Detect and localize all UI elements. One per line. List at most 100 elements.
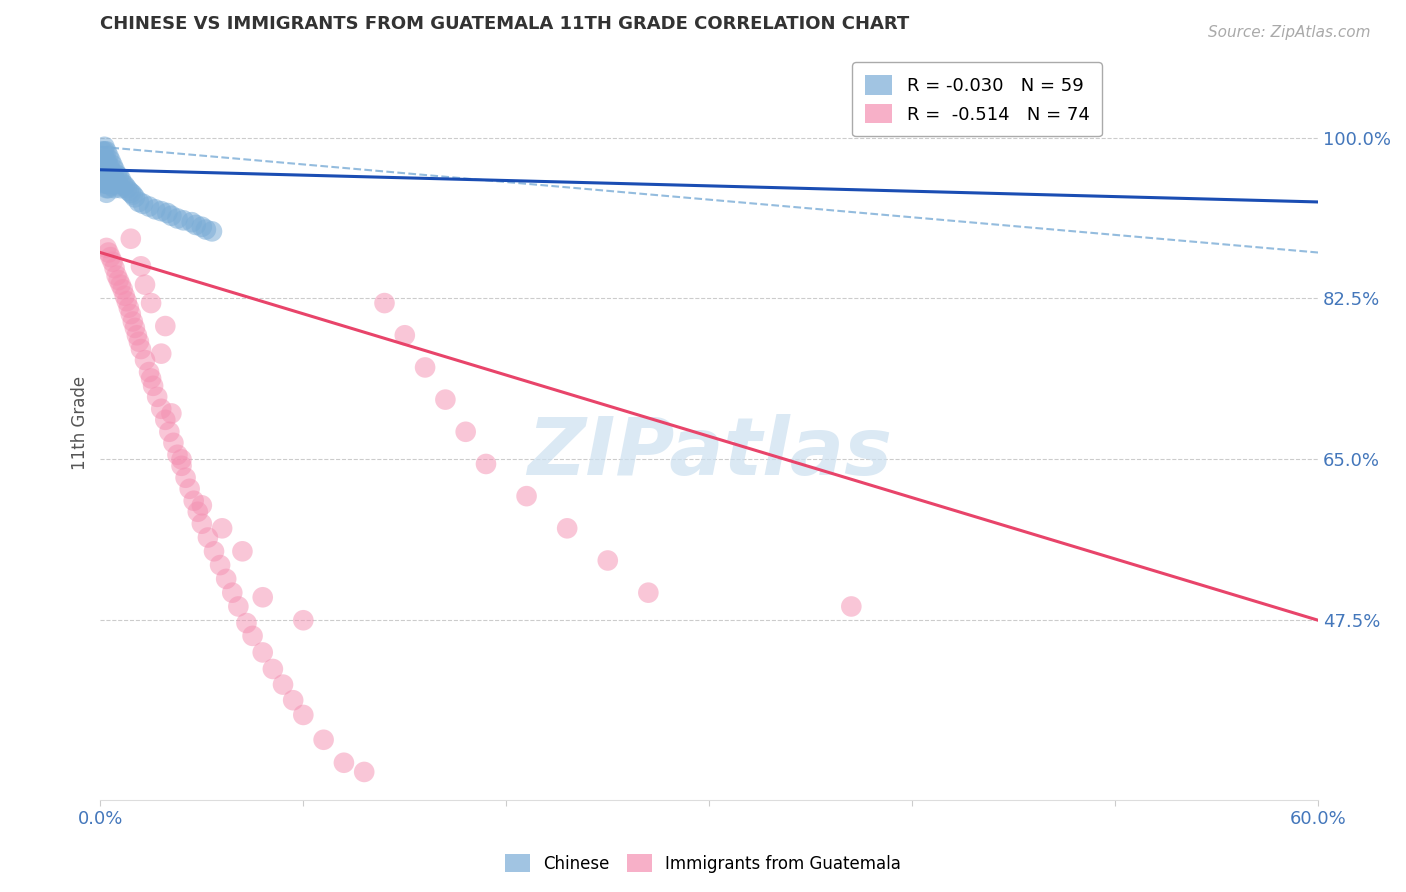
Point	[111, 282, 134, 296]
Point	[201, 224, 224, 238]
Point	[194, 222, 217, 236]
Point	[157, 425, 180, 439]
Point	[394, 328, 416, 343]
Point	[839, 599, 862, 614]
Point	[125, 328, 148, 343]
Point	[155, 413, 177, 427]
Point	[221, 585, 243, 599]
Point	[107, 169, 129, 184]
Point	[187, 505, 209, 519]
Point	[162, 435, 184, 450]
Point	[271, 677, 294, 691]
Point	[139, 296, 162, 310]
Y-axis label: 11th Grade: 11th Grade	[72, 376, 89, 470]
Point	[101, 177, 124, 191]
Point	[191, 219, 214, 234]
Text: Source: ZipAtlas.com: Source: ZipAtlas.com	[1208, 25, 1371, 40]
Point	[173, 213, 195, 227]
Point	[202, 544, 225, 558]
Point	[91, 153, 114, 168]
Point	[637, 585, 659, 599]
Point	[146, 390, 169, 404]
Point	[118, 184, 141, 198]
Point	[454, 425, 477, 439]
Point	[105, 167, 128, 181]
Point	[124, 190, 146, 204]
Point	[170, 452, 193, 467]
Point	[150, 401, 173, 416]
Point	[100, 172, 122, 186]
Point	[103, 181, 125, 195]
Point	[105, 177, 128, 191]
Point	[103, 162, 125, 177]
Point	[262, 662, 284, 676]
Point	[373, 296, 395, 310]
Point	[191, 499, 214, 513]
Point	[129, 260, 152, 274]
Point	[139, 371, 162, 385]
Point	[129, 342, 152, 356]
Point	[179, 482, 201, 496]
Point	[97, 181, 120, 195]
Point	[96, 172, 118, 186]
Point	[252, 591, 274, 605]
Point	[292, 613, 315, 627]
Point	[118, 301, 141, 315]
Point	[121, 314, 143, 328]
Text: ZIPatlas: ZIPatlas	[527, 414, 891, 491]
Point	[110, 277, 132, 292]
Point	[160, 406, 183, 420]
Point	[209, 558, 232, 573]
Point	[97, 177, 120, 191]
Point	[101, 167, 124, 181]
Point	[170, 458, 193, 473]
Point	[93, 172, 115, 186]
Point	[115, 294, 138, 309]
Point	[128, 334, 150, 349]
Point	[107, 273, 129, 287]
Point	[93, 162, 115, 177]
Point	[101, 254, 124, 268]
Point	[100, 162, 122, 177]
Point	[143, 202, 166, 217]
Point	[134, 353, 156, 368]
Point	[91, 145, 114, 159]
Point	[96, 162, 118, 177]
Point	[132, 196, 155, 211]
Point	[128, 194, 150, 209]
Point	[166, 448, 188, 462]
Point	[166, 211, 188, 226]
Point	[100, 153, 122, 168]
Point	[124, 321, 146, 335]
Point	[475, 457, 498, 471]
Point	[93, 167, 115, 181]
Legend: R = -0.030   N = 59, R =  -0.514   N = 74: R = -0.030 N = 59, R = -0.514 N = 74	[852, 62, 1102, 136]
Point	[184, 218, 207, 232]
Point	[155, 319, 177, 334]
Point	[235, 615, 257, 630]
Point	[110, 172, 132, 186]
Point	[231, 544, 253, 558]
Point	[134, 277, 156, 292]
Point	[96, 145, 118, 159]
Point	[138, 365, 160, 379]
Point	[228, 599, 250, 614]
Point	[107, 178, 129, 193]
Point	[252, 645, 274, 659]
Point	[333, 756, 356, 770]
Point	[156, 206, 179, 220]
Point	[596, 553, 619, 567]
Point	[100, 178, 122, 193]
Point	[97, 167, 120, 181]
Point	[91, 162, 114, 177]
Point	[105, 268, 128, 283]
Point	[100, 250, 122, 264]
Point	[150, 346, 173, 360]
Point	[93, 177, 115, 191]
Point	[142, 379, 165, 393]
Point	[120, 307, 142, 321]
Point	[97, 245, 120, 260]
Point	[174, 471, 197, 485]
Point	[103, 261, 125, 276]
Point	[413, 360, 436, 375]
